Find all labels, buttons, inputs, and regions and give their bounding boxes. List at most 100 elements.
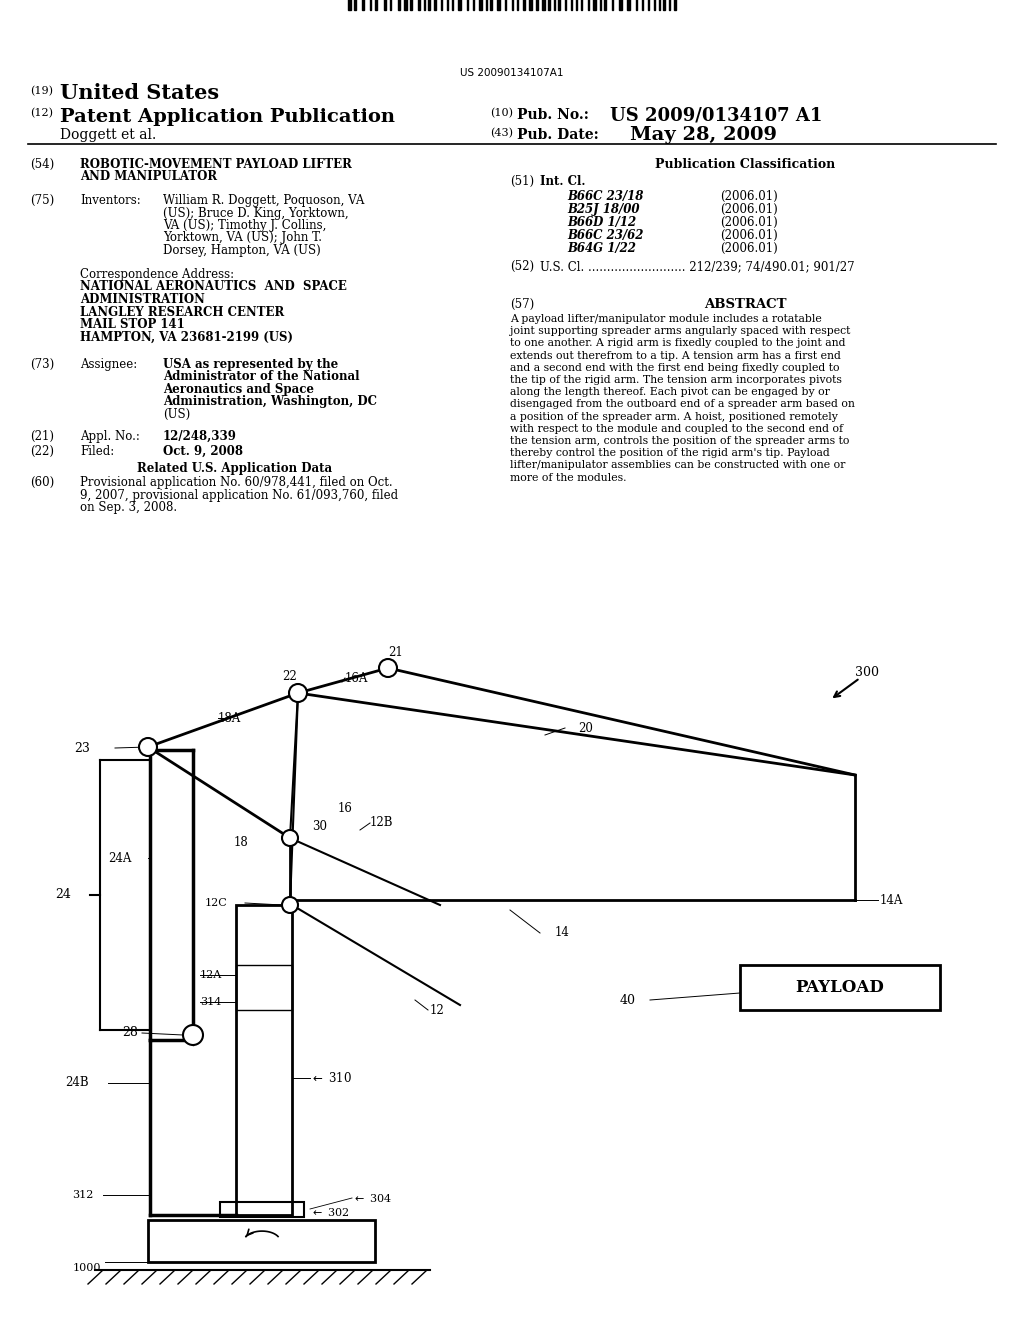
Text: thereby control the position of the rigid arm's tip. Payload: thereby control the position of the rigi… bbox=[510, 449, 829, 458]
Text: on Sep. 3, 2008.: on Sep. 3, 2008. bbox=[80, 502, 177, 513]
Text: USA as represented by the: USA as represented by the bbox=[163, 358, 338, 371]
Text: disengaged from the outboard end of a spreader arm based on: disengaged from the outboard end of a sp… bbox=[510, 400, 855, 409]
Text: B66C 23/18: B66C 23/18 bbox=[567, 190, 643, 203]
Bar bbox=[428, 0, 430, 11]
Text: United States: United States bbox=[60, 83, 219, 103]
Text: 1000: 1000 bbox=[73, 1263, 101, 1272]
Text: Related U.S. Application Data: Related U.S. Application Data bbox=[137, 462, 333, 475]
Bar bbox=[604, 0, 606, 11]
Text: (2006.01): (2006.01) bbox=[720, 228, 778, 242]
Text: 18: 18 bbox=[233, 837, 248, 850]
Text: Pub. No.:: Pub. No.: bbox=[517, 108, 589, 121]
Bar bbox=[542, 0, 545, 11]
Text: (52): (52) bbox=[510, 260, 535, 273]
Text: 12: 12 bbox=[430, 1003, 444, 1016]
Text: Administrator of the National: Administrator of the National bbox=[163, 371, 359, 384]
Text: 12C: 12C bbox=[205, 898, 227, 908]
Text: 300: 300 bbox=[855, 665, 879, 678]
Text: (2006.01): (2006.01) bbox=[720, 190, 778, 203]
Bar bbox=[490, 0, 492, 11]
Bar bbox=[148, 1220, 375, 1262]
Bar bbox=[410, 0, 412, 11]
Text: Provisional application No. 60/978,441, filed on Oct.: Provisional application No. 60/978,441, … bbox=[80, 477, 392, 488]
Text: (2006.01): (2006.01) bbox=[720, 216, 778, 228]
Bar bbox=[398, 0, 400, 11]
Text: Pub. Date:: Pub. Date: bbox=[517, 128, 599, 143]
Bar bbox=[740, 965, 940, 1010]
Text: 21: 21 bbox=[388, 645, 402, 659]
Text: extends out therefrom to a tip. A tension arm has a first end: extends out therefrom to a tip. A tensio… bbox=[510, 351, 841, 360]
Text: Assignee:: Assignee: bbox=[80, 358, 137, 371]
Text: Administration, Washington, DC: Administration, Washington, DC bbox=[163, 396, 377, 408]
Text: Aeronautics and Space: Aeronautics and Space bbox=[163, 383, 314, 396]
Bar bbox=[384, 0, 386, 11]
Text: $\leftarrow$ 304: $\leftarrow$ 304 bbox=[352, 1192, 392, 1204]
Text: Patent Application Publication: Patent Application Publication bbox=[60, 108, 395, 125]
Text: 12/248,339: 12/248,339 bbox=[163, 430, 237, 444]
Text: (2006.01): (2006.01) bbox=[720, 203, 778, 216]
Text: $\leftarrow$ 302: $\leftarrow$ 302 bbox=[310, 1206, 349, 1218]
Text: AND MANIPULATOR: AND MANIPULATOR bbox=[80, 170, 217, 183]
Text: 14A: 14A bbox=[880, 894, 903, 907]
Text: Filed:: Filed: bbox=[80, 445, 115, 458]
Text: 9, 2007, provisional application No. 61/093,760, filed: 9, 2007, provisional application No. 61/… bbox=[80, 488, 398, 502]
Text: B25J 18/00: B25J 18/00 bbox=[567, 203, 640, 216]
Text: (57): (57) bbox=[510, 298, 535, 312]
Text: US 2009/0134107 A1: US 2009/0134107 A1 bbox=[610, 106, 822, 124]
Text: VA (US); Timothy J. Collins,: VA (US); Timothy J. Collins, bbox=[163, 219, 327, 232]
Text: US 20090134107A1: US 20090134107A1 bbox=[460, 69, 564, 78]
Text: 23: 23 bbox=[74, 742, 90, 755]
Text: more of the modules.: more of the modules. bbox=[510, 473, 627, 483]
Text: and a second end with the first end being fixedly coupled to: and a second end with the first end bein… bbox=[510, 363, 840, 372]
Bar bbox=[674, 0, 676, 11]
Text: MAIL STOP 141: MAIL STOP 141 bbox=[80, 318, 184, 331]
Text: B66D 1/12: B66D 1/12 bbox=[567, 216, 636, 228]
Bar bbox=[558, 0, 560, 11]
Bar bbox=[362, 0, 364, 11]
Bar bbox=[548, 0, 550, 11]
Text: 16A: 16A bbox=[345, 672, 369, 685]
Text: Publication Classification: Publication Classification bbox=[655, 158, 836, 172]
Text: (21): (21) bbox=[30, 430, 54, 444]
Text: along the length thereof. Each pivot can be engaged by or: along the length thereof. Each pivot can… bbox=[510, 387, 829, 397]
Bar bbox=[627, 0, 630, 11]
Text: Int. Cl.: Int. Cl. bbox=[540, 176, 586, 187]
Text: 314: 314 bbox=[200, 997, 221, 1007]
Text: NATIONAL AERONAUTICS  AND  SPACE: NATIONAL AERONAUTICS AND SPACE bbox=[80, 281, 347, 293]
Text: 20: 20 bbox=[578, 722, 593, 734]
Text: the tension arm, controls the position of the spreader arms to: the tension arm, controls the position o… bbox=[510, 436, 849, 446]
Text: 16: 16 bbox=[338, 801, 353, 814]
Text: ROBOTIC-MOVEMENT PAYLOAD LIFTER: ROBOTIC-MOVEMENT PAYLOAD LIFTER bbox=[80, 158, 352, 172]
Bar bbox=[375, 0, 377, 11]
Text: Appl. No.:: Appl. No.: bbox=[80, 430, 140, 444]
Text: 18A: 18A bbox=[218, 711, 242, 725]
Text: joint supporting spreader arms angularly spaced with respect: joint supporting spreader arms angularly… bbox=[510, 326, 850, 337]
Text: 12B: 12B bbox=[370, 817, 393, 829]
Text: 12A: 12A bbox=[200, 970, 222, 979]
Text: 30: 30 bbox=[312, 820, 327, 833]
Text: 24B: 24B bbox=[65, 1077, 89, 1089]
Bar bbox=[458, 0, 461, 11]
Text: 28: 28 bbox=[122, 1027, 138, 1040]
Text: 24A: 24A bbox=[108, 851, 131, 865]
Bar bbox=[348, 0, 351, 11]
Text: (2006.01): (2006.01) bbox=[720, 242, 778, 255]
Text: LANGLEY RESEARCH CENTER: LANGLEY RESEARCH CENTER bbox=[80, 305, 285, 318]
Bar bbox=[663, 0, 665, 11]
Text: 312: 312 bbox=[72, 1191, 93, 1200]
Text: A payload lifter/manipulator module includes a rotatable: A payload lifter/manipulator module incl… bbox=[510, 314, 821, 323]
Text: May 28, 2009: May 28, 2009 bbox=[630, 125, 777, 144]
Text: the tip of the rigid arm. The tension arm incorporates pivots: the tip of the rigid arm. The tension ar… bbox=[510, 375, 842, 385]
Text: 14: 14 bbox=[555, 927, 570, 940]
Text: PAYLOAD: PAYLOAD bbox=[796, 979, 885, 997]
Text: ADMINISTRATION: ADMINISTRATION bbox=[80, 293, 205, 306]
Bar bbox=[618, 0, 622, 11]
Text: (US); Bruce D. King, Yorktown,: (US); Bruce D. King, Yorktown, bbox=[163, 206, 348, 219]
Text: Oct. 9, 2008: Oct. 9, 2008 bbox=[163, 445, 243, 458]
Text: $\leftarrow$ 310: $\leftarrow$ 310 bbox=[310, 1071, 352, 1085]
Text: (60): (60) bbox=[30, 477, 54, 488]
Circle shape bbox=[282, 898, 298, 913]
Text: William R. Doggett, Poquoson, VA: William R. Doggett, Poquoson, VA bbox=[163, 194, 365, 207]
Bar bbox=[220, 1203, 304, 1217]
Bar bbox=[236, 965, 292, 1010]
